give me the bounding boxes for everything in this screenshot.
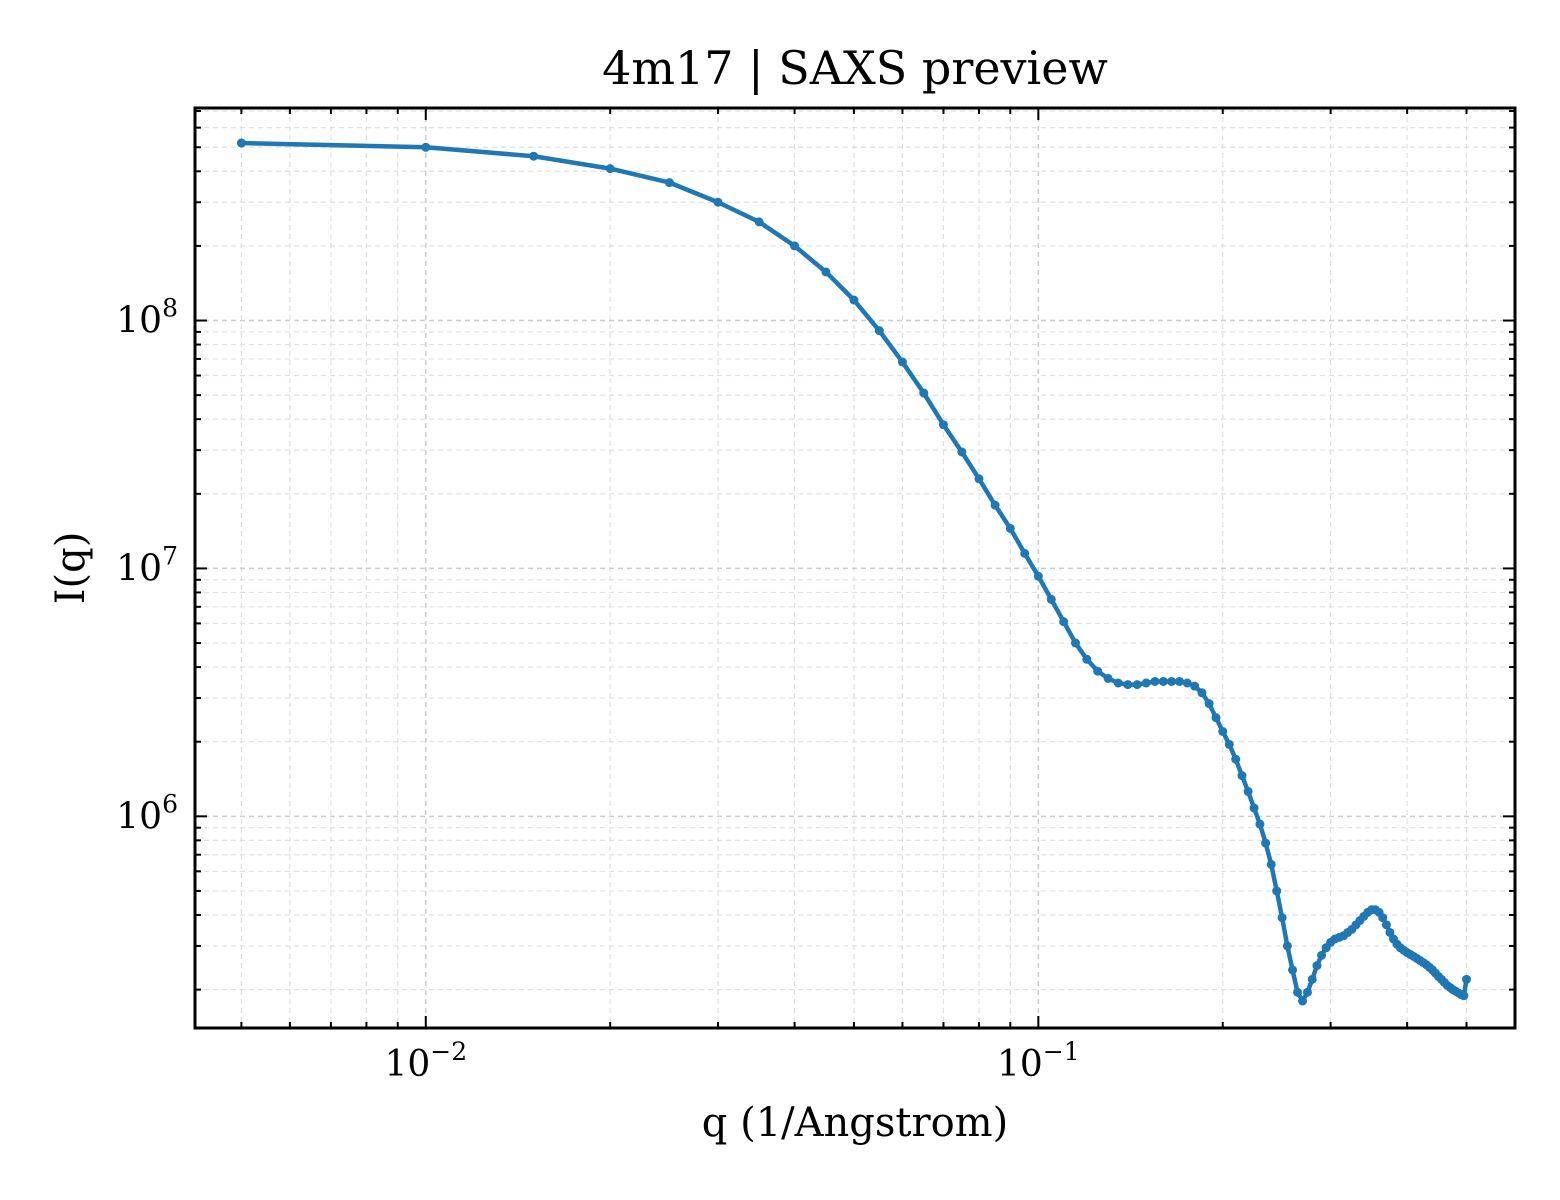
data-point <box>1093 666 1103 676</box>
data-point <box>1459 991 1469 1001</box>
data-point <box>849 295 859 305</box>
data-point <box>821 267 831 277</box>
data-point <box>874 326 884 336</box>
data-point <box>1005 523 1015 533</box>
x-tick-label: 10−2 <box>384 1037 467 1085</box>
data-point <box>1243 786 1253 796</box>
data-point <box>1298 996 1308 1006</box>
x-tick-label: 10−1 <box>997 1037 1080 1085</box>
data-point <box>1249 803 1259 813</box>
data-point <box>1231 754 1241 764</box>
y-tick-label: 106 <box>116 789 178 837</box>
data-point <box>1020 548 1030 558</box>
data-point <box>1167 676 1177 686</box>
data-point <box>1123 680 1133 690</box>
data-point <box>1255 819 1265 829</box>
data-point <box>1197 688 1207 698</box>
x-axis-label: q (1/Angstrom) <box>702 1100 1008 1146</box>
data-point <box>1237 771 1247 781</box>
data-point <box>1224 739 1234 749</box>
data-point <box>236 138 246 148</box>
data-point <box>1272 886 1282 896</box>
data-point <box>974 474 984 484</box>
data-point <box>421 142 431 152</box>
data-point <box>1307 974 1317 984</box>
y-axis-label: I(q) <box>48 532 94 605</box>
data-point <box>938 420 948 430</box>
data-point <box>713 197 723 207</box>
data-point <box>919 388 929 398</box>
data-point <box>1132 680 1142 690</box>
data-point <box>605 164 615 174</box>
data-point <box>1113 678 1123 688</box>
data-point <box>1312 961 1322 971</box>
data-point <box>529 151 539 161</box>
data-point <box>990 500 1000 510</box>
data-point <box>1218 726 1228 736</box>
data-point <box>1293 987 1303 997</box>
data-point <box>1103 673 1113 683</box>
data-point <box>1261 838 1271 848</box>
data-point <box>1378 913 1388 923</box>
data-point <box>1381 920 1391 930</box>
data-point <box>1033 571 1043 581</box>
data-point <box>1158 676 1168 686</box>
data-point <box>1317 950 1327 960</box>
data-point <box>1204 699 1214 709</box>
chart-title: 4m17 | SAXS preview <box>602 41 1108 95</box>
grid <box>195 108 1515 1028</box>
data-point <box>1282 941 1292 951</box>
data-point <box>1266 859 1276 869</box>
data-point <box>1082 654 1092 664</box>
y-tick-label: 107 <box>116 541 178 589</box>
data-series <box>236 138 1471 1006</box>
data-point <box>1141 678 1151 688</box>
data-point <box>1175 676 1184 686</box>
data-point <box>1302 987 1312 997</box>
data-point <box>1182 678 1192 688</box>
ticks: 10−2 10−1 106 107 108 <box>116 108 1515 1085</box>
data-point <box>1211 713 1221 723</box>
data-point <box>1046 594 1056 604</box>
y-tick-label: 108 <box>116 294 178 342</box>
data-point <box>1071 638 1081 648</box>
data-point <box>665 178 675 188</box>
data-point <box>1190 681 1200 691</box>
data-point <box>897 357 907 367</box>
data-point <box>1059 617 1069 627</box>
data-point <box>1288 965 1298 975</box>
data-point <box>1150 676 1160 686</box>
data-point <box>957 447 967 457</box>
data-point <box>790 241 800 251</box>
data-point <box>1277 913 1287 923</box>
data-point <box>1462 974 1471 984</box>
data-point <box>754 217 764 227</box>
